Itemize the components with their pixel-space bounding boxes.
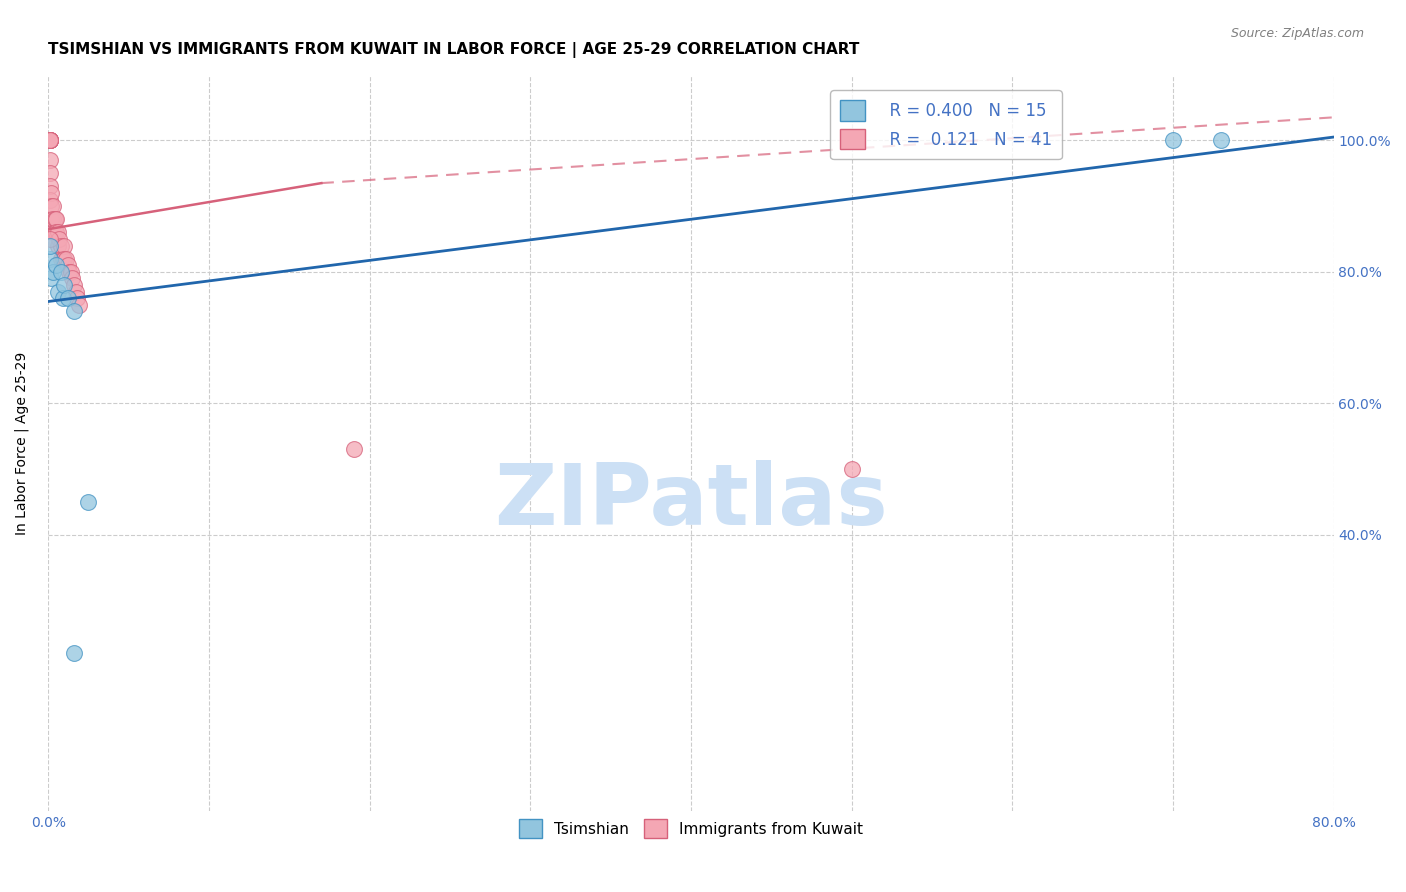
Point xyxy=(38,153,60,167)
Point xyxy=(77,495,100,509)
Point xyxy=(56,258,79,272)
Point xyxy=(67,298,90,312)
Point xyxy=(60,271,83,285)
Point xyxy=(1161,133,1184,147)
Point xyxy=(41,212,63,227)
Point xyxy=(38,133,60,147)
Point xyxy=(59,265,82,279)
Point xyxy=(42,226,65,240)
Text: ZIPatlas: ZIPatlas xyxy=(494,460,887,543)
Point xyxy=(58,265,80,279)
Text: Source: ZipAtlas.com: Source: ZipAtlas.com xyxy=(1230,27,1364,40)
Point xyxy=(52,252,75,266)
Point xyxy=(41,199,63,213)
Text: TSIMSHIAN VS IMMIGRANTS FROM KUWAIT IN LABOR FORCE | AGE 25-29 CORRELATION CHART: TSIMSHIAN VS IMMIGRANTS FROM KUWAIT IN L… xyxy=(48,42,859,58)
Point xyxy=(55,252,77,266)
Point xyxy=(56,291,79,305)
Point xyxy=(45,226,67,240)
Y-axis label: In Labor Force | Age 25-29: In Labor Force | Age 25-29 xyxy=(15,351,30,534)
Legend: Tsimshian, Immigrants from Kuwait: Tsimshian, Immigrants from Kuwait xyxy=(513,814,869,844)
Point xyxy=(38,133,60,147)
Point xyxy=(49,252,72,266)
Point xyxy=(38,193,60,207)
Point xyxy=(49,265,72,279)
Point xyxy=(841,462,863,476)
Point xyxy=(38,252,60,266)
Point xyxy=(38,166,60,180)
Point xyxy=(38,232,60,246)
Point xyxy=(63,278,86,293)
Point xyxy=(63,304,86,318)
Point xyxy=(42,265,65,279)
Point xyxy=(48,232,70,246)
Point xyxy=(38,133,60,147)
Point xyxy=(53,252,76,266)
Point xyxy=(53,278,76,293)
Point xyxy=(53,238,76,252)
Point xyxy=(38,133,60,147)
Point xyxy=(38,133,60,147)
Point xyxy=(44,212,66,227)
Point xyxy=(342,442,364,457)
Point xyxy=(38,238,60,252)
Point xyxy=(44,226,66,240)
Point xyxy=(45,258,67,272)
Point xyxy=(38,179,60,194)
Point xyxy=(63,646,86,660)
Point xyxy=(41,271,63,285)
Point xyxy=(45,212,67,227)
Point xyxy=(66,291,89,305)
Point xyxy=(1209,133,1232,147)
Point xyxy=(46,285,69,299)
Point xyxy=(38,133,60,147)
Point xyxy=(42,212,65,227)
Point xyxy=(42,199,65,213)
Point xyxy=(41,186,63,200)
Point xyxy=(52,291,75,305)
Point xyxy=(65,285,87,299)
Point xyxy=(46,226,69,240)
Point xyxy=(46,238,69,252)
Point xyxy=(38,133,60,147)
Point xyxy=(49,238,72,252)
